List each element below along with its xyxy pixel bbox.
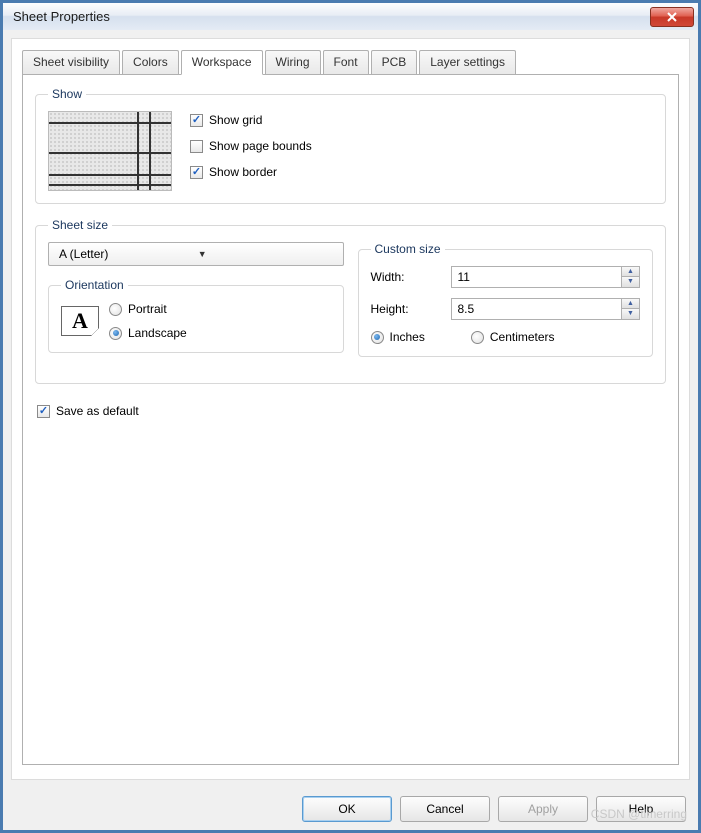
inches-label: Inches [390,330,425,344]
custom-size-group: Custom size Width: 11 ▲▼ Height: 8.5 [358,242,654,357]
checkbox-icon [190,140,203,153]
custom-size-legend: Custom size [371,242,445,256]
window-title: Sheet Properties [13,9,650,24]
checkbox-icon [190,166,203,179]
show-grid-checkbox[interactable]: Show grid [190,113,312,127]
radio-icon [109,303,122,316]
watermark: CSDN @timerring [591,807,687,821]
save-as-default-checkbox[interactable]: Save as default [35,398,666,420]
tab-wiring[interactable]: Wiring [265,50,321,75]
tab-colors[interactable]: Colors [122,50,179,75]
sheet-size-dropdown[interactable]: A (Letter) ▼ [48,242,344,266]
checkbox-icon [37,405,50,418]
show-group: Show Show grid [35,87,666,204]
sheet-size-value: A (Letter) [59,247,198,261]
centimeters-radio[interactable]: Centimeters [471,330,555,344]
height-value: 8.5 [452,302,622,316]
height-label: Height: [371,302,441,316]
show-grid-label: Show grid [209,113,262,127]
width-spinner[interactable]: 11 ▲▼ [451,266,641,288]
cancel-button[interactable]: Cancel [400,796,490,822]
sheet-size-legend: Sheet size [48,218,112,232]
height-spinner[interactable]: 8.5 ▲▼ [451,298,641,320]
close-icon [666,12,678,22]
titlebar: Sheet Properties [3,0,698,30]
show-page-bounds-checkbox[interactable]: Show page bounds [190,139,312,153]
checkbox-icon [190,114,203,127]
show-border-checkbox[interactable]: Show border [190,165,312,179]
orientation-legend: Orientation [61,278,128,292]
dialog-content: Sheet visibility Colors Workspace Wiring… [11,38,690,780]
radio-icon [109,327,122,340]
show-border-label: Show border [209,165,277,179]
spinner-up-icon[interactable]: ▲ [622,267,639,277]
tab-sheet-visibility[interactable]: Sheet visibility [22,50,120,75]
spinner-down-icon[interactable]: ▼ [622,277,639,287]
tab-font[interactable]: Font [323,50,369,75]
tab-workspace[interactable]: Workspace [181,50,263,75]
centimeters-label: Centimeters [490,330,555,344]
portrait-radio[interactable]: Portrait [109,302,187,316]
radio-icon [371,331,384,344]
landscape-radio[interactable]: Landscape [109,326,187,340]
orientation-group: Orientation A Portrait [48,278,344,353]
show-page-bounds-label: Show page bounds [209,139,312,153]
apply-button[interactable]: Apply [498,796,588,822]
spinner-up-icon[interactable]: ▲ [622,299,639,309]
show-legend: Show [48,87,86,101]
tab-bar: Sheet visibility Colors Workspace Wiring… [22,50,679,75]
inches-radio[interactable]: Inches [371,330,425,344]
radio-icon [471,331,484,344]
ok-button[interactable]: OK [302,796,392,822]
portrait-label: Portrait [128,302,167,316]
tab-pcb[interactable]: PCB [371,50,418,75]
chevron-down-icon: ▼ [198,249,337,259]
width-value: 11 [452,270,622,284]
dialog-window: Sheet Properties Sheet visibility Colors… [0,0,701,833]
grid-preview-icon [48,111,172,191]
spinner-down-icon[interactable]: ▼ [622,309,639,319]
orientation-icon: A [61,306,99,336]
landscape-label: Landscape [128,326,187,340]
width-label: Width: [371,270,441,284]
tab-layer-settings[interactable]: Layer settings [419,50,516,75]
close-button[interactable] [650,7,694,27]
tab-panel-workspace: Show Show grid [22,74,679,765]
sheet-size-group: Sheet size A (Letter) ▼ Orientation A [35,218,666,384]
save-as-default-label: Save as default [56,404,139,418]
